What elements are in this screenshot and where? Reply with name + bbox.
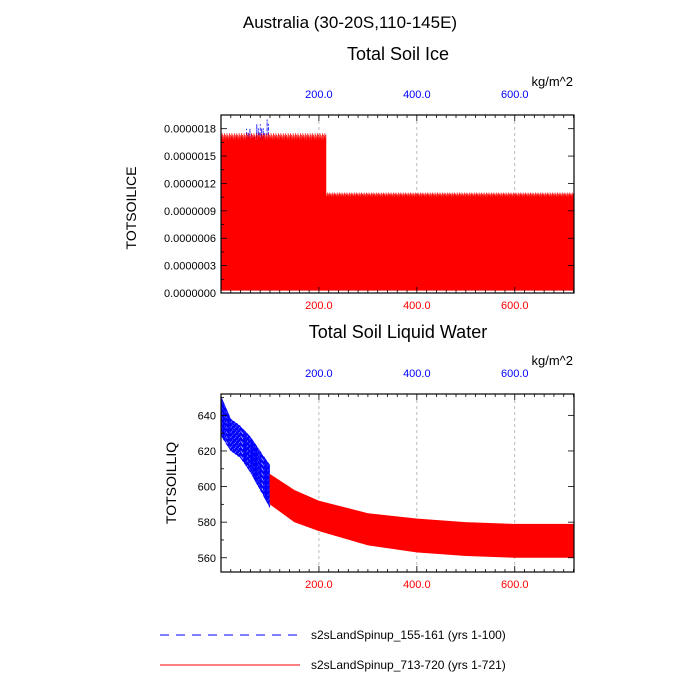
y-tick-label: 580	[198, 517, 216, 529]
x-tick-label: 400.0	[403, 579, 431, 591]
y-tick-label: 620	[198, 446, 216, 458]
y-tick-label: 0.0000000	[164, 288, 216, 300]
top-x-tick-label: 400.0	[403, 368, 431, 380]
y-tick-label: 600	[198, 482, 216, 494]
top-x-tick-label: 600.0	[501, 368, 529, 380]
top-x-tick-label: 400.0	[403, 89, 431, 101]
series-group	[221, 397, 574, 558]
y-tick-label: 0.0000003	[164, 261, 216, 273]
plot-frame	[220, 114, 575, 294]
legend-label-red: s2sLandSpinup_713-720 (yrs 1-721)	[311, 658, 506, 672]
tick-group: 200.0 400.0 600.0 200.0 400.0 600.0 0.0000000 0…	[164, 89, 574, 312]
y-tick-label: 0.0000012	[164, 178, 216, 190]
series-line-red	[221, 133, 574, 291]
y-axis-label: TOTSOILLIQ	[163, 442, 179, 524]
panel-total-soil-ice: Total Soil Ice kg/m^2 TOTSOILICE 200.0 40…	[123, 44, 575, 312]
y-tick-label: 640	[198, 410, 216, 422]
series-line-red	[269, 474, 574, 558]
panel-title: Total Soil Liquid Water	[309, 322, 487, 342]
panel-total-soil-liquid-water: Total Soil Liquid Water kg/m^2 TOTSOILLI…	[163, 322, 575, 591]
y-tick-label: 0.0000018	[164, 124, 216, 136]
tick-group: 200.0 400.0 600.0 200.0 400.0 600.0 560 580 600 6…	[198, 368, 574, 591]
series-line-blue	[221, 397, 271, 508]
plot-frame	[220, 393, 575, 573]
figure-title: Australia (30-20S,110-145E)	[243, 13, 457, 32]
legend: s2sLandSpinup_155-161 (yrs 1-100) s2sLan…	[160, 628, 506, 672]
top-x-tick-label: 200.0	[305, 89, 333, 101]
y-tick-label: 560	[198, 553, 216, 565]
x-tick-label: 200.0	[305, 300, 333, 312]
top-x-tick-label: 200.0	[305, 368, 333, 380]
panel-title: Total Soil Ice	[347, 44, 449, 64]
y-axis-label: TOTSOILICE	[123, 167, 139, 250]
x-tick-label: 600.0	[501, 579, 529, 591]
x-tick-label: 600.0	[501, 300, 529, 312]
x-tick-label: 400.0	[403, 300, 431, 312]
series-group	[221, 119, 574, 291]
y-tick-label: 0.0000006	[164, 233, 216, 245]
y-tick-label: 0.0000009	[164, 206, 216, 218]
y-tick-label: 0.0000015	[164, 151, 216, 163]
top-x-tick-label: 600.0	[501, 89, 529, 101]
legend-label-blue: s2sLandSpinup_155-161 (yrs 1-100)	[311, 628, 506, 642]
units-label: kg/m^2	[531, 353, 573, 368]
units-label: kg/m^2	[531, 74, 573, 89]
x-tick-label: 200.0	[305, 579, 333, 591]
